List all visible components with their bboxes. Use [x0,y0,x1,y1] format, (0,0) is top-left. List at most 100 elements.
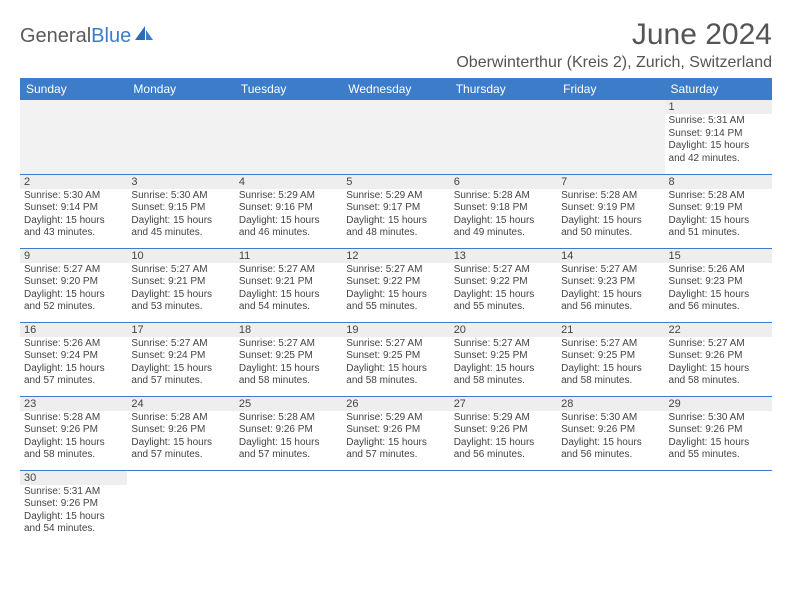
calendar-day-cell: 12Sunrise: 5:27 AMSunset: 9:22 PMDayligh… [342,248,449,322]
day-number: 10 [127,249,234,263]
calendar-day-cell: 8Sunrise: 5:28 AMSunset: 9:19 PMDaylight… [665,174,772,248]
calendar-empty-cell [342,100,449,174]
title-block: June 2024 Oberwinterthur (Kreis 2), Zuri… [456,18,772,72]
day-details: Sunrise: 5:31 AMSunset: 9:14 PMDaylight:… [665,114,772,167]
calendar-empty-cell [235,470,342,544]
day-details: Sunrise: 5:27 AMSunset: 9:21 PMDaylight:… [235,263,342,316]
day-details: Sunrise: 5:31 AMSunset: 9:26 PMDaylight:… [20,485,127,538]
day-details: Sunrise: 5:28 AMSunset: 9:26 PMDaylight:… [235,411,342,464]
day-details: Sunrise: 5:28 AMSunset: 9:26 PMDaylight:… [20,411,127,464]
calendar-empty-cell [450,100,557,174]
day-details: Sunrise: 5:27 AMSunset: 9:22 PMDaylight:… [342,263,449,316]
calendar-day-cell: 29Sunrise: 5:30 AMSunset: 9:26 PMDayligh… [665,396,772,470]
calendar-week-row: 23Sunrise: 5:28 AMSunset: 9:26 PMDayligh… [20,396,772,470]
calendar-day-cell: 1Sunrise: 5:31 AMSunset: 9:14 PMDaylight… [665,100,772,174]
day-number: 21 [557,323,664,337]
calendar-day-cell: 28Sunrise: 5:30 AMSunset: 9:26 PMDayligh… [557,396,664,470]
day-details: Sunrise: 5:28 AMSunset: 9:19 PMDaylight:… [665,189,772,242]
calendar-day-cell: 9Sunrise: 5:27 AMSunset: 9:20 PMDaylight… [20,248,127,322]
weekday-header: Monday [127,78,234,100]
day-number: 27 [450,397,557,411]
day-number: 8 [665,175,772,189]
calendar-empty-cell [127,100,234,174]
day-details: Sunrise: 5:29 AMSunset: 9:26 PMDaylight:… [342,411,449,464]
calendar-day-cell: 20Sunrise: 5:27 AMSunset: 9:25 PMDayligh… [450,322,557,396]
day-number: 26 [342,397,449,411]
calendar-day-cell: 14Sunrise: 5:27 AMSunset: 9:23 PMDayligh… [557,248,664,322]
weekday-header-row: SundayMondayTuesdayWednesdayThursdayFrid… [20,78,772,100]
day-number: 19 [342,323,449,337]
calendar-day-cell: 26Sunrise: 5:29 AMSunset: 9:26 PMDayligh… [342,396,449,470]
day-number: 13 [450,249,557,263]
calendar-day-cell: 13Sunrise: 5:27 AMSunset: 9:22 PMDayligh… [450,248,557,322]
day-details: Sunrise: 5:27 AMSunset: 9:22 PMDaylight:… [450,263,557,316]
day-number: 18 [235,323,342,337]
day-number: 11 [235,249,342,263]
weekday-header: Friday [557,78,664,100]
day-number: 16 [20,323,127,337]
day-number: 15 [665,249,772,263]
calendar-empty-cell [127,470,234,544]
day-details: Sunrise: 5:27 AMSunset: 9:24 PMDaylight:… [127,337,234,390]
logo-text-general: General [20,25,91,48]
day-details: Sunrise: 5:27 AMSunset: 9:21 PMDaylight:… [127,263,234,316]
day-details: Sunrise: 5:30 AMSunset: 9:26 PMDaylight:… [557,411,664,464]
logo: GeneralBlue [20,24,155,48]
day-details: Sunrise: 5:26 AMSunset: 9:23 PMDaylight:… [665,263,772,316]
month-title: June 2024 [456,18,772,52]
calendar-day-cell: 3Sunrise: 5:30 AMSunset: 9:15 PMDaylight… [127,174,234,248]
calendar-day-cell: 11Sunrise: 5:27 AMSunset: 9:21 PMDayligh… [235,248,342,322]
weekday-header: Wednesday [342,78,449,100]
day-number: 4 [235,175,342,189]
day-number: 3 [127,175,234,189]
day-number: 30 [20,471,127,485]
calendar-body: 1Sunrise: 5:31 AMSunset: 9:14 PMDaylight… [20,100,772,544]
day-number: 12 [342,249,449,263]
calendar-day-cell: 4Sunrise: 5:29 AMSunset: 9:16 PMDaylight… [235,174,342,248]
logo-text-blue: Blue [91,25,131,48]
day-details: Sunrise: 5:30 AMSunset: 9:14 PMDaylight:… [20,189,127,242]
calendar-day-cell: 27Sunrise: 5:29 AMSunset: 9:26 PMDayligh… [450,396,557,470]
calendar-day-cell: 21Sunrise: 5:27 AMSunset: 9:25 PMDayligh… [557,322,664,396]
day-details: Sunrise: 5:27 AMSunset: 9:25 PMDaylight:… [235,337,342,390]
day-number: 20 [450,323,557,337]
day-details: Sunrise: 5:28 AMSunset: 9:18 PMDaylight:… [450,189,557,242]
day-number: 24 [127,397,234,411]
calendar-empty-cell [557,100,664,174]
day-number: 17 [127,323,234,337]
day-number: 29 [665,397,772,411]
day-details: Sunrise: 5:28 AMSunset: 9:19 PMDaylight:… [557,189,664,242]
calendar-day-cell: 23Sunrise: 5:28 AMSunset: 9:26 PMDayligh… [20,396,127,470]
calendar-day-cell: 6Sunrise: 5:28 AMSunset: 9:18 PMDaylight… [450,174,557,248]
calendar-day-cell: 25Sunrise: 5:28 AMSunset: 9:26 PMDayligh… [235,396,342,470]
day-number: 7 [557,175,664,189]
calendar-empty-cell [665,470,772,544]
calendar-week-row: 30Sunrise: 5:31 AMSunset: 9:26 PMDayligh… [20,470,772,544]
weekday-header: Tuesday [235,78,342,100]
weekday-header: Thursday [450,78,557,100]
day-number: 5 [342,175,449,189]
day-details: Sunrise: 5:29 AMSunset: 9:26 PMDaylight:… [450,411,557,464]
day-number: 6 [450,175,557,189]
calendar-day-cell: 5Sunrise: 5:29 AMSunset: 9:17 PMDaylight… [342,174,449,248]
day-number: 25 [235,397,342,411]
day-details: Sunrise: 5:28 AMSunset: 9:26 PMDaylight:… [127,411,234,464]
calendar-week-row: 16Sunrise: 5:26 AMSunset: 9:24 PMDayligh… [20,322,772,396]
weekday-header: Sunday [20,78,127,100]
calendar-empty-cell [342,470,449,544]
calendar-week-row: 2Sunrise: 5:30 AMSunset: 9:14 PMDaylight… [20,174,772,248]
day-details: Sunrise: 5:29 AMSunset: 9:17 PMDaylight:… [342,189,449,242]
day-details: Sunrise: 5:30 AMSunset: 9:26 PMDaylight:… [665,411,772,464]
day-number: 1 [665,100,772,114]
day-details: Sunrise: 5:27 AMSunset: 9:20 PMDaylight:… [20,263,127,316]
calendar-day-cell: 18Sunrise: 5:27 AMSunset: 9:25 PMDayligh… [235,322,342,396]
calendar-day-cell: 16Sunrise: 5:26 AMSunset: 9:24 PMDayligh… [20,322,127,396]
day-number: 23 [20,397,127,411]
day-details: Sunrise: 5:27 AMSunset: 9:25 PMDaylight:… [450,337,557,390]
day-number: 28 [557,397,664,411]
calendar-day-cell: 30Sunrise: 5:31 AMSunset: 9:26 PMDayligh… [20,470,127,544]
calendar-day-cell: 17Sunrise: 5:27 AMSunset: 9:24 PMDayligh… [127,322,234,396]
day-details: Sunrise: 5:29 AMSunset: 9:16 PMDaylight:… [235,189,342,242]
day-details: Sunrise: 5:27 AMSunset: 9:25 PMDaylight:… [557,337,664,390]
day-details: Sunrise: 5:27 AMSunset: 9:25 PMDaylight:… [342,337,449,390]
